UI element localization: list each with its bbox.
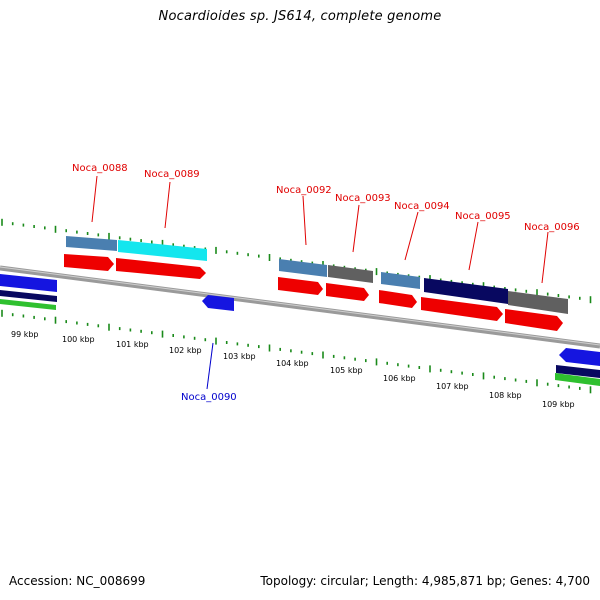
scale-label: 103 kbp (223, 352, 256, 361)
scale-label: 105 kbp (330, 366, 363, 375)
feature-track-upper (66, 236, 568, 314)
scale-label: 101 kbp (116, 340, 149, 349)
cds-noca-0088[interactable] (64, 254, 114, 271)
cds-noca-0090[interactable] (202, 295, 234, 311)
genome-backbone-highlight (0, 266, 600, 346)
callout-line-noca-0090 (206, 342, 214, 390)
feature-noca-0089[interactable] (118, 240, 207, 261)
cds-noca-0089[interactable] (116, 258, 206, 279)
feature-navy-partial (0, 290, 57, 302)
scale-label: 106 kbp (383, 374, 416, 383)
cds-noca-0092[interactable] (278, 277, 323, 295)
gene-label-noca-0096[interactable]: Noca_0096 (524, 222, 580, 233)
callout-line-noca-0095 (468, 221, 479, 271)
gene-callouts (91, 175, 549, 390)
feature-noca-0088[interactable] (66, 236, 117, 251)
callout-line-noca-0093 (352, 204, 360, 253)
scale-label: 100 kbp (62, 335, 95, 344)
scale-labels: 99 kbp 100 kbp 101 kbp 102 kbp 103 kbp 1… (11, 330, 575, 409)
map-title: Nocardioides sp. JS614, complete genome (158, 9, 442, 24)
gene-label-noca-0094[interactable]: Noca_0094 (394, 201, 450, 212)
scale-label: 99 kbp (11, 330, 39, 339)
feature-noca-0096[interactable] (508, 291, 568, 314)
cds-noca-0095[interactable] (421, 297, 503, 321)
genome-stats-text: Topology: circular; Length: 4,985,871 bp… (260, 574, 590, 588)
gene-label-noca-0092[interactable]: Noca_0092 (276, 185, 332, 196)
cds-noca-0094[interactable] (379, 290, 417, 308)
gene-label-noca-0093[interactable]: Noca_0093 (335, 193, 391, 204)
scale-label: 107 kbp (436, 382, 469, 391)
callout-line-noca-0096 (541, 231, 549, 284)
feature-green-partial (0, 299, 56, 310)
cds-reverse-partial (0, 274, 57, 292)
scale-label: 109 kbp (542, 400, 575, 409)
feature-noca-0093[interactable] (328, 265, 373, 283)
callout-line-noca-0092 (302, 195, 307, 246)
gene-label-noca-0089[interactable]: Noca_0089 (144, 169, 200, 180)
cds-track-forward (64, 254, 563, 331)
feature-noca-0092[interactable] (279, 259, 327, 277)
callout-line-noca-0089 (164, 181, 171, 229)
accession-text: Accession: NC_008699 (9, 574, 146, 588)
cds-reverse-partial-right (559, 348, 600, 366)
gene-label-noca-0095[interactable]: Noca_0095 (455, 211, 511, 222)
feature-noca-0094[interactable] (381, 272, 420, 289)
scale-label: 104 kbp (276, 359, 309, 368)
lower-tick-track (1, 309, 592, 394)
feature-navy-partial-right (556, 365, 600, 378)
left-feature-group (0, 274, 57, 310)
gene-label-noca-0088[interactable]: Noca_0088 (72, 163, 128, 174)
cds-noca-0096[interactable] (505, 309, 563, 331)
scale-label: 108 kbp (489, 391, 522, 400)
callout-line-noca-0094 (404, 211, 419, 261)
cds-noca-0093[interactable] (326, 283, 369, 301)
scale-label: 102 kbp (169, 346, 202, 355)
feature-green-partial-right (555, 373, 600, 386)
callout-line-noca-0088 (91, 175, 98, 223)
feature-noca-0095[interactable] (424, 278, 508, 304)
genome-backbone (0, 265, 600, 349)
gene-labels: Noca_0088 Noca_0089 Noca_0090 Noca_0092 … (72, 163, 580, 403)
gene-label-noca-0090[interactable]: Noca_0090 (181, 392, 237, 403)
right-feature-group (555, 348, 600, 386)
